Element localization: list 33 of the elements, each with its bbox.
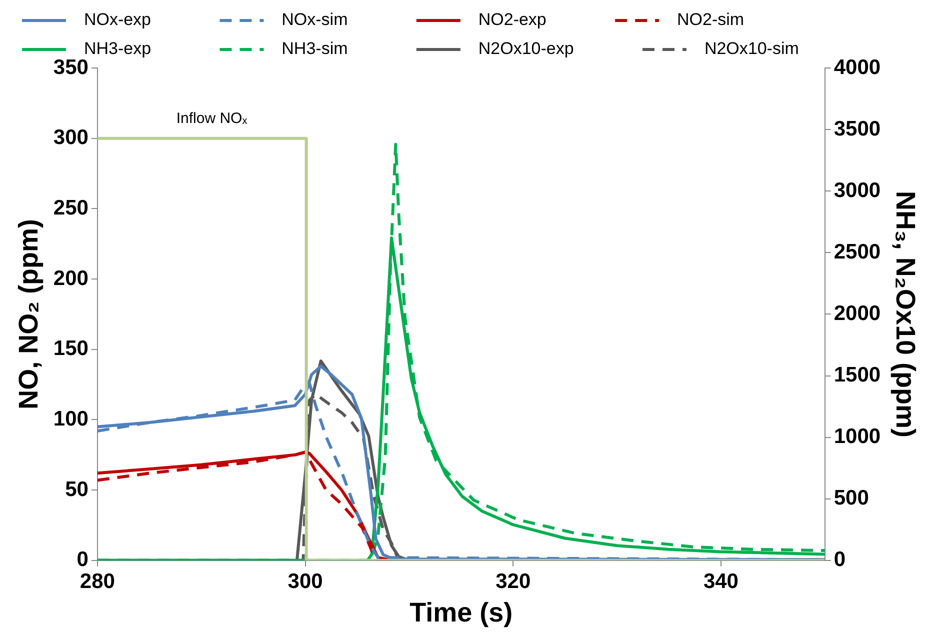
y2-tick-label: 3500 bbox=[834, 117, 881, 140]
y2-tick-label: 2000 bbox=[834, 302, 881, 325]
x-tick-label: 300 bbox=[288, 570, 323, 593]
y2-axis-title: NH₃, N₂Ox10 (ppm) bbox=[890, 190, 920, 438]
legend-label: NH3-exp bbox=[74, 39, 208, 58]
y-tick-label: 0 bbox=[76, 548, 88, 572]
legend-label: NO2-sim bbox=[668, 10, 801, 30]
y2-tick-label: 4000 bbox=[834, 56, 881, 79]
legend-label: N2Ox10-exp bbox=[468, 39, 630, 58]
y2-tick-label: 2500 bbox=[834, 240, 881, 264]
y-tick-label: 350 bbox=[53, 56, 88, 79]
y-tick-label: 100 bbox=[53, 408, 88, 431]
legend-label: NH3-sim bbox=[272, 39, 404, 58]
x-axis-title: Time (s) bbox=[410, 597, 513, 628]
y-tick-label: 250 bbox=[53, 196, 88, 220]
y2-tick-label: 1500 bbox=[834, 364, 881, 387]
legend-label: N2Ox10-sim bbox=[704, 39, 799, 58]
x-tick-label: 320 bbox=[496, 570, 531, 593]
x-tick-label: 280 bbox=[80, 570, 115, 593]
y2-tick-label: 0 bbox=[834, 548, 846, 572]
y-tick-label: 50 bbox=[65, 478, 88, 501]
legend-label: NOx-sim bbox=[272, 10, 404, 30]
x-tick-label: 340 bbox=[703, 570, 738, 593]
y-tick-label: 200 bbox=[53, 266, 88, 290]
y-tick-label: 150 bbox=[53, 337, 88, 360]
annotation: Inflow NOₓ bbox=[176, 110, 248, 127]
y2-tick-label: 500 bbox=[834, 486, 869, 510]
y-axis-title: NO, NO₂ (ppm) bbox=[14, 218, 44, 410]
y-tick-label: 300 bbox=[53, 126, 88, 150]
legend-label: NO2-exp bbox=[468, 10, 604, 30]
y2-tick-label: 3000 bbox=[834, 178, 881, 202]
y2-tick-label: 1000 bbox=[834, 425, 881, 448]
legend-label: NOx-exp bbox=[74, 10, 208, 30]
